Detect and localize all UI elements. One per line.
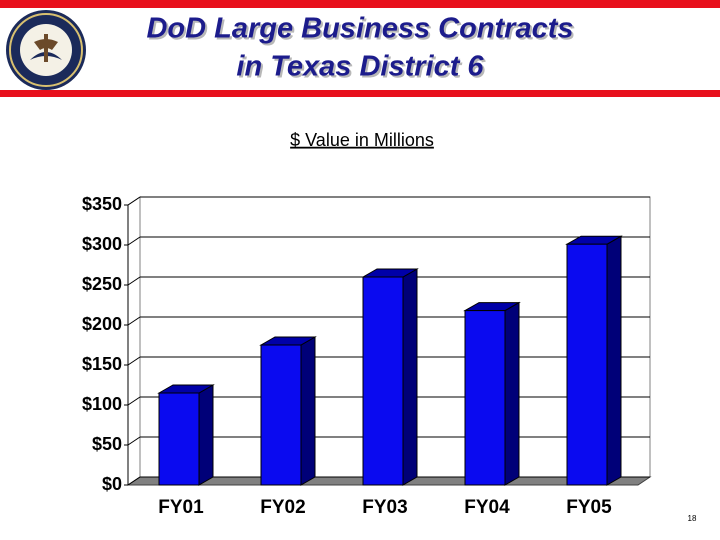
grid-line: [127, 276, 141, 286]
title-shadow: DoD Large Business Contracts: [148, 15, 575, 47]
bar-side: [606, 235, 622, 486]
chart-title: in Texas District 6: [236, 51, 484, 83]
navy-seal: [6, 10, 86, 90]
grid-line: [127, 356, 141, 366]
grid-line: [127, 236, 141, 246]
x-tick-label: FY05: [566, 497, 612, 518]
top-band: [0, 0, 720, 8]
grid-line: [127, 196, 141, 206]
y-tick-label: $250: [82, 274, 122, 294]
bar-side: [300, 336, 316, 486]
bar-side: [402, 268, 418, 486]
bar: [464, 310, 506, 486]
side-wall: [127, 196, 141, 486]
y-tick-label: $200: [82, 314, 122, 334]
bar-side: [504, 301, 520, 486]
y-tick-label: $0: [102, 474, 122, 494]
y-tick-label: $300: [82, 234, 122, 254]
slide-number: 18: [688, 514, 697, 523]
grid-line: [127, 436, 141, 446]
grid-line: [127, 316, 141, 326]
title-shadow: in Texas District 6: [238, 53, 486, 85]
grid-line: [127, 476, 141, 486]
bar: [260, 344, 302, 486]
y-tick-label: $50: [92, 434, 122, 454]
y-tick-label: $150: [82, 354, 122, 374]
plot: $0 $50 $100 $150 $200 $250 $300 $350 FY01 FY02 FY0…: [82, 194, 652, 518]
x-tick-label: FY02: [260, 497, 305, 518]
bar: [362, 276, 404, 486]
y-tick-label: $100: [82, 394, 122, 414]
bar: [566, 243, 608, 486]
y-tick-label: $350: [82, 194, 122, 214]
chart-title: DoD Large Business Contracts: [146, 13, 573, 45]
chart-subtitle: $ Value in Millions: [290, 130, 434, 150]
bar: [158, 392, 200, 486]
header-rule: [0, 90, 720, 97]
x-tick-label: FY03: [362, 497, 407, 518]
x-tick-label: FY04: [464, 497, 510, 518]
bar-side: [198, 384, 214, 486]
x-tick-label: FY01: [158, 497, 204, 518]
grid-line: [127, 396, 141, 406]
